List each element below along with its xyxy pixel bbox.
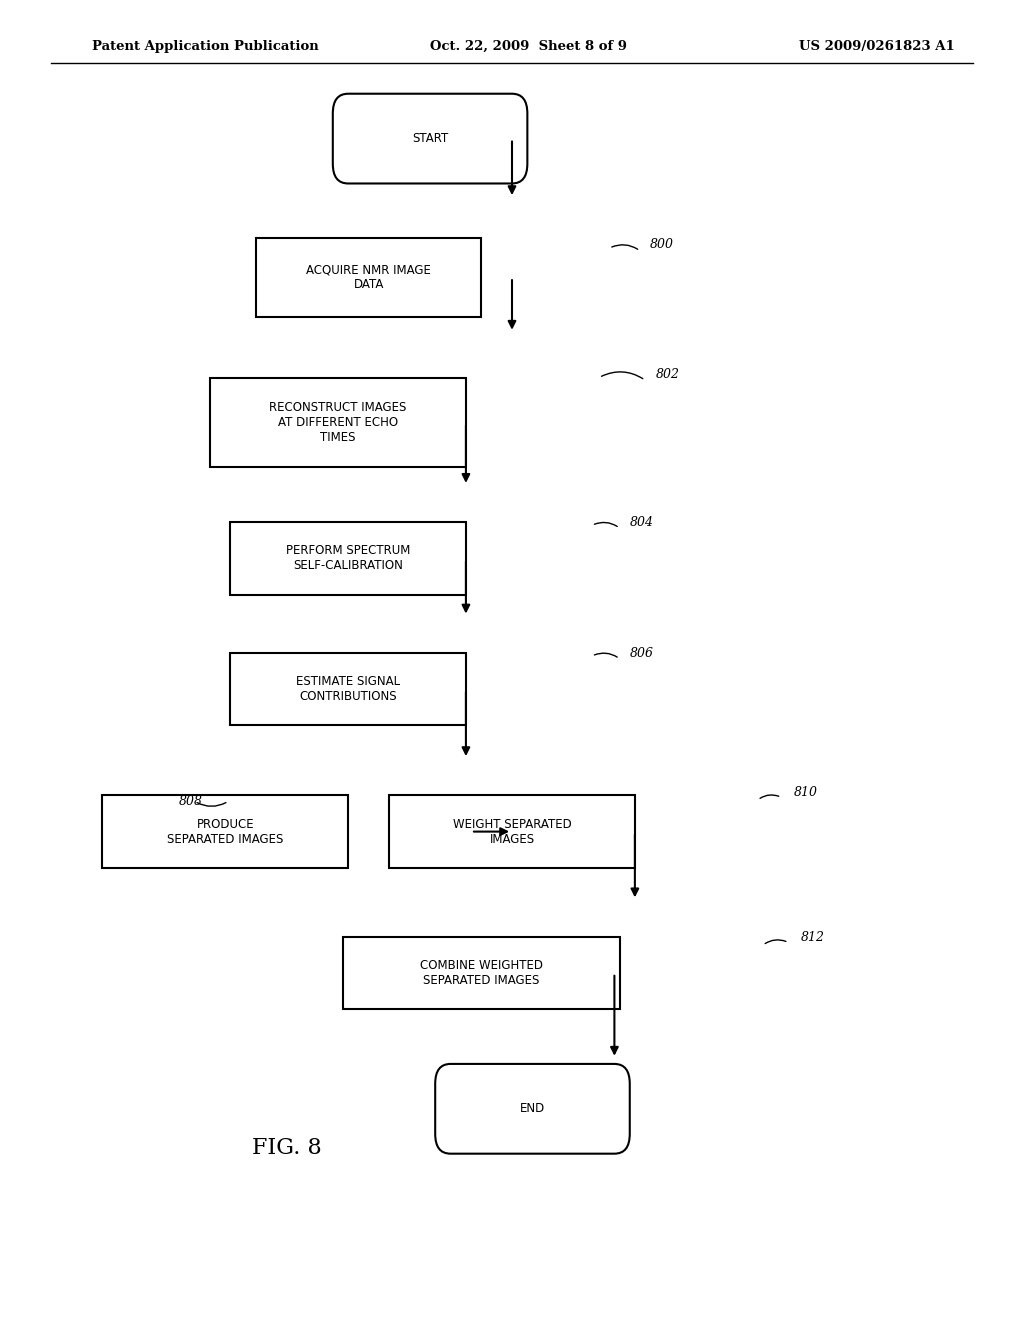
Text: 810: 810 [794, 785, 817, 799]
Text: Patent Application Publication: Patent Application Publication [92, 40, 318, 53]
Text: RECONSTRUCT IMAGES
AT DIFFERENT ECHO
TIMES: RECONSTRUCT IMAGES AT DIFFERENT ECHO TIM… [269, 401, 407, 444]
Text: 804: 804 [630, 516, 653, 529]
Text: US 2009/0261823 A1: US 2009/0261823 A1 [799, 40, 954, 53]
Text: 808: 808 [179, 795, 203, 808]
Text: PERFORM SPECTRUM
SELF-CALIBRATION: PERFORM SPECTRUM SELF-CALIBRATION [286, 544, 411, 573]
FancyBboxPatch shape [333, 94, 527, 183]
FancyBboxPatch shape [210, 378, 466, 467]
Text: 812: 812 [801, 931, 824, 944]
Text: ACQUIRE NMR IMAGE
DATA: ACQUIRE NMR IMAGE DATA [306, 263, 431, 292]
Text: FIG. 8: FIG. 8 [252, 1138, 322, 1159]
Text: COMBINE WEIGHTED
SEPARATED IMAGES: COMBINE WEIGHTED SEPARATED IMAGES [420, 958, 543, 987]
FancyBboxPatch shape [435, 1064, 630, 1154]
Text: 806: 806 [630, 647, 653, 660]
FancyBboxPatch shape [230, 653, 466, 726]
Text: 800: 800 [650, 238, 674, 251]
Text: Oct. 22, 2009  Sheet 8 of 9: Oct. 22, 2009 Sheet 8 of 9 [430, 40, 627, 53]
Text: 802: 802 [655, 368, 679, 381]
Text: PRODUCE
SEPARATED IMAGES: PRODUCE SEPARATED IMAGES [167, 817, 284, 846]
Text: START: START [412, 132, 449, 145]
FancyBboxPatch shape [343, 937, 620, 1008]
FancyBboxPatch shape [256, 238, 481, 317]
Text: END: END [520, 1102, 545, 1115]
Text: ESTIMATE SIGNAL
CONTRIBUTIONS: ESTIMATE SIGNAL CONTRIBUTIONS [296, 675, 400, 704]
FancyBboxPatch shape [230, 521, 466, 594]
FancyBboxPatch shape [389, 795, 635, 869]
Text: WEIGHT SEPARATED
IMAGES: WEIGHT SEPARATED IMAGES [453, 817, 571, 846]
FancyBboxPatch shape [102, 795, 348, 869]
